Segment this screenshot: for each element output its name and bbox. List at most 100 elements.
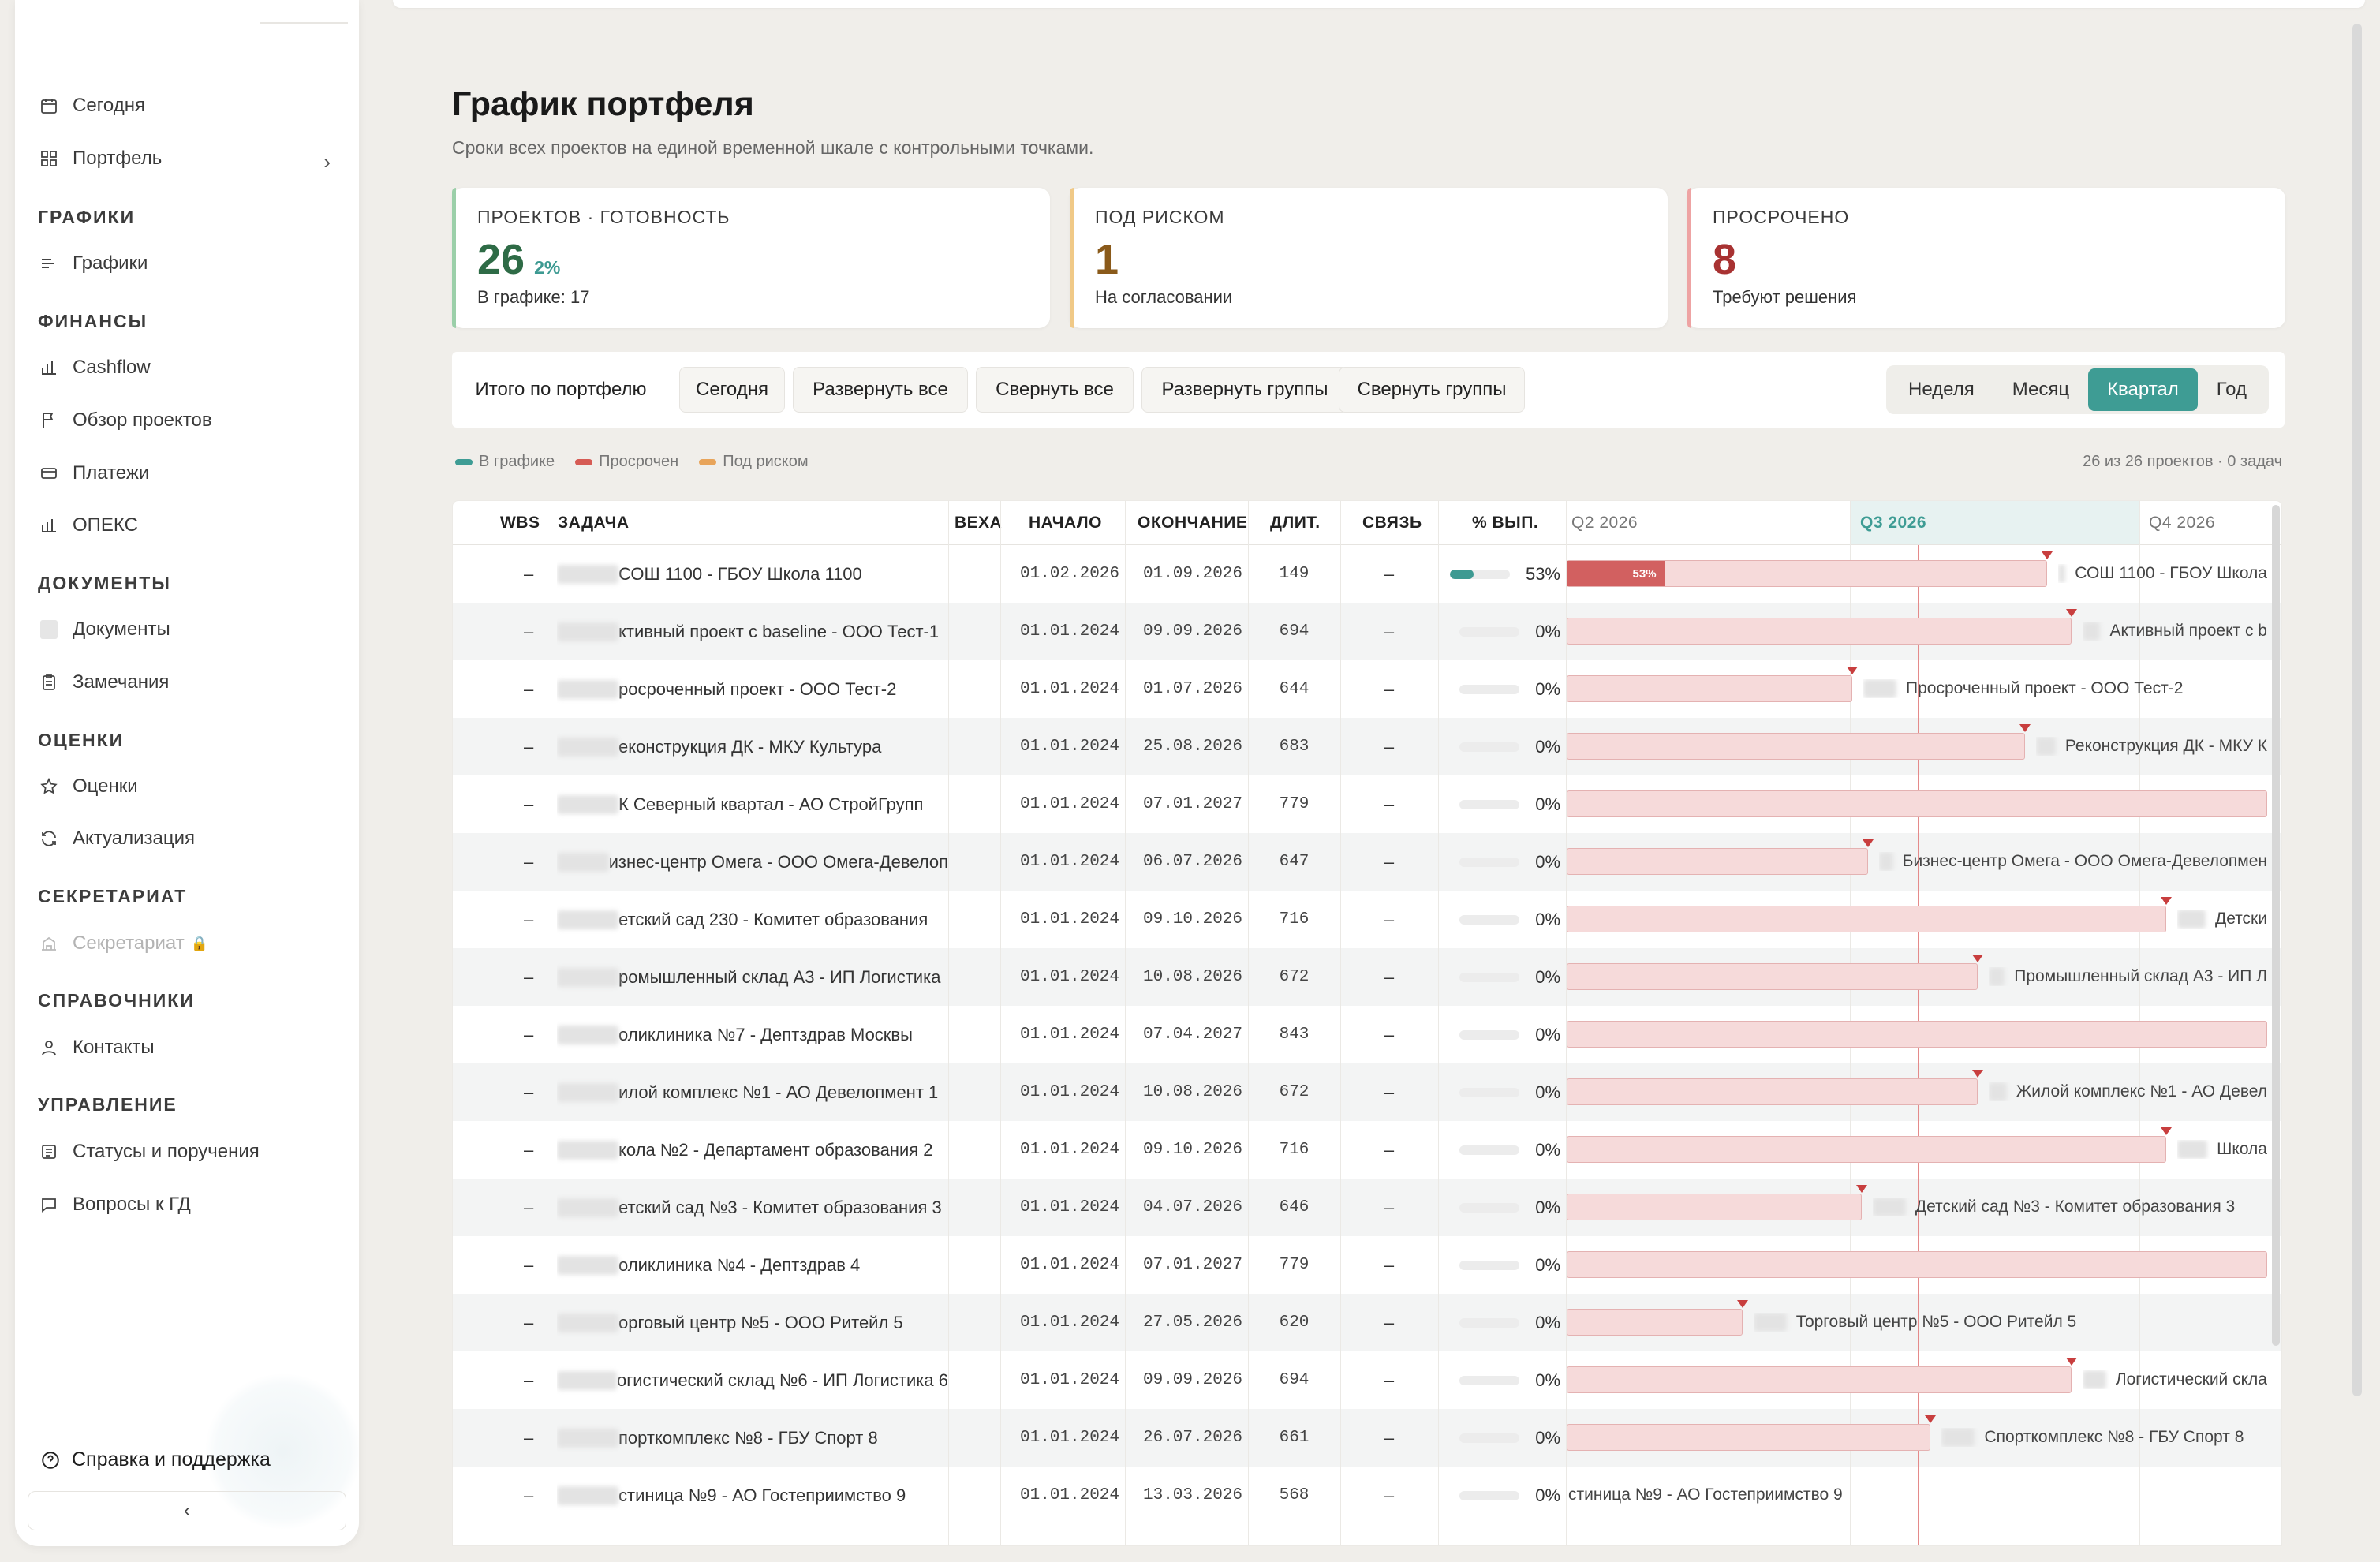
gantt-bar[interactable] <box>1567 790 2267 817</box>
header-pct[interactable]: % ВЫП. <box>1472 514 1539 532</box>
table-row[interactable]: – етский сад №3 - Комитет образования 3 01… <box>453 1179 2281 1236</box>
cell-pct: 0% <box>1447 718 1560 775</box>
task-name[interactable]: К Северный квартал - АО СтройГрупп <box>618 794 924 814</box>
sidebar-item-documents[interactable]: Документы <box>38 614 170 645</box>
header-duration[interactable]: ДЛИТ. <box>1270 514 1321 532</box>
sidebar-item-actualization[interactable]: Актуализация <box>38 823 195 854</box>
header-link[interactable]: СВЯЗЬ <box>1362 514 1422 532</box>
table-row[interactable]: – оликлиника №7 - Дептздрав Москвы 01.01.2… <box>453 1006 2281 1063</box>
sidebar-item-portfolio[interactable]: Портфель <box>38 143 162 174</box>
task-name[interactable]: илой комплекс №1 - АО Девелопмент 1 <box>618 1082 939 1102</box>
gantt-bar[interactable] <box>1567 733 2025 760</box>
table-row[interactable]: – кола №2 - Департамент образования 2 01.0… <box>453 1121 2281 1179</box>
sidebar-item-today[interactable]: Сегодня <box>38 90 145 121</box>
collapse-groups-button[interactable]: Свернуть группы <box>1339 367 1525 413</box>
expand-all-button[interactable]: Развернуть все <box>793 367 968 413</box>
table-row[interactable]: – СОШ 1100 - ГБОУ Школа 1100 01.02.2026 01.… <box>453 545 2281 603</box>
page-scrollbar[interactable] <box>2352 24 2362 1396</box>
gantt-bar[interactable] <box>1567 1194 1862 1220</box>
task-name[interactable]: ктивный проект с baseline - ООО Тест-1 <box>618 621 940 641</box>
gantt-bar[interactable]: 53% <box>1567 560 2047 587</box>
gantt-bar[interactable] <box>1567 1251 2267 1278</box>
gantt-bar[interactable] <box>1567 1309 1743 1336</box>
task-name[interactable]: кола №2 - Департамент образования 2 <box>618 1139 933 1160</box>
header-start[interactable]: НАЧАЛО <box>1029 514 1102 532</box>
cell-task: етский сад №3 - Комитет образования 3 <box>557 1179 948 1236</box>
cell-end: 09.10.2026 <box>1138 891 1248 948</box>
quarter-q2: Q2 2026 <box>1571 514 1638 532</box>
task-name[interactable]: огистический склад №6 - ИП Логистика 6 <box>617 1370 948 1390</box>
sidebar-item-remarks[interactable]: Замечания <box>38 667 169 698</box>
sidebar-item-overview[interactable]: Обзор проектов <box>38 405 212 436</box>
table-scrollbar[interactable] <box>2272 505 2280 1346</box>
expand-groups-button[interactable]: Развернуть группы <box>1141 367 1348 413</box>
gantt-bar[interactable] <box>1567 963 1978 990</box>
cell-end: 26.07.2026 <box>1138 1409 1248 1467</box>
table-row[interactable]: – К Северный квартал - АО СтройГрупп 01.01… <box>453 775 2281 833</box>
scale-quarter[interactable]: Квартал <box>2088 368 2198 411</box>
cell-link: – <box>1340 545 1438 603</box>
sidebar-item-questions[interactable]: Вопросы к ГД <box>38 1189 191 1220</box>
table-row[interactable]: – росроченный проект - ООО Тест-2 01.01.20… <box>453 660 2281 718</box>
table-row[interactable]: – етский сад 230 - Комитет образования 01.… <box>453 891 2281 948</box>
cell-start: 01.01.2024 <box>1014 1121 1125 1179</box>
task-name[interactable]: росроченный проект - ООО Тест-2 <box>618 678 897 699</box>
header-task[interactable]: ЗАДАЧА <box>558 514 630 532</box>
task-name[interactable]: изнес-центр Омега - ООО Омега-Девелоп <box>608 851 948 872</box>
gantt-bar[interactable] <box>1567 1136 2166 1163</box>
scale-month[interactable]: Месяц <box>2012 379 2070 400</box>
task-name[interactable]: оликлиника №4 - Дептздрав 4 <box>618 1254 861 1275</box>
header-end[interactable]: ОКОНЧАНИЕ <box>1138 514 1248 532</box>
task-name[interactable]: етский сад 230 - Комитет образования <box>618 909 928 929</box>
table-row[interactable]: – орговый центр №5 - ООО Ритейл 5 01.01.20… <box>453 1294 2281 1351</box>
help-link[interactable]: Справка и поддержка <box>40 1448 271 1471</box>
gantt-bar[interactable] <box>1567 1078 1978 1105</box>
redacted-code <box>1878 852 1893 871</box>
today-button[interactable]: Сегодня <box>679 367 785 413</box>
header-milestone[interactable]: ВЕХА <box>955 514 1003 532</box>
chevron-right-icon[interactable]: › <box>323 150 331 174</box>
task-name[interactable]: СОШ 1100 - ГБОУ Школа 1100 <box>618 563 862 584</box>
task-name[interactable]: етский сад №3 - Комитет образования 3 <box>618 1197 942 1217</box>
sidebar-item-ratings[interactable]: Оценки <box>38 771 138 802</box>
sidebar-item-graphs[interactable]: Графики <box>38 248 148 279</box>
gantt-bar[interactable] <box>1567 675 1852 702</box>
cell-start-text: 01.01.2024 <box>1019 968 1120 986</box>
gantt-bar[interactable] <box>1567 848 1868 875</box>
collapse-all-button[interactable]: Свернуть все <box>976 367 1134 413</box>
sidebar-item-contacts[interactable]: Контакты <box>38 1032 155 1063</box>
gantt-bar[interactable] <box>1567 1021 2267 1048</box>
gantt-bar[interactable] <box>1567 618 2072 645</box>
table-row[interactable]: – изнес-центр Омега - ООО Омега-Девелоп 01… <box>453 833 2281 891</box>
gantt-bar[interactable] <box>1567 1424 1931 1451</box>
task-name[interactable]: оликлиника №7 - Дептздрав Москвы <box>618 1024 913 1044</box>
card-accent <box>1687 188 1691 328</box>
sidebar-item-statuses[interactable]: Статусы и поручения <box>38 1136 260 1168</box>
scale-year[interactable]: Год <box>2216 379 2247 400</box>
sidebar-section-ratings: ОЦЕНКИ <box>38 730 125 750</box>
sidebar-item-payments[interactable]: Платежи <box>38 458 149 489</box>
task-name[interactable]: ромышленный склад А3 - ИП Логистика <box>618 966 941 987</box>
collapse-sidebar-button[interactable]: ‹ <box>28 1491 346 1530</box>
sidebar-item-cashflow[interactable]: Cashflow <box>38 352 151 383</box>
portfolio-total-button[interactable]: Итого по портфелю <box>475 379 647 400</box>
cell-wbs-text: – <box>524 1082 534 1102</box>
gantt-bar[interactable] <box>1567 1366 2072 1393</box>
scale-week[interactable]: Неделя <box>1908 379 1975 400</box>
table-row[interactable]: – огистический склад №6 - ИП Логистика 6 0… <box>453 1351 2281 1409</box>
cell-wbs: – <box>524 603 533 660</box>
task-name[interactable]: орговый центр №5 - ООО Ритейл 5 <box>618 1312 903 1332</box>
table-row[interactable]: – порткомплекс №8 - ГБУ Спорт 8 01.01.2024… <box>453 1409 2281 1467</box>
header-wbs[interactable]: WBS <box>500 514 540 532</box>
table-row[interactable]: – оликлиника №4 - Дептздрав 4 01.01.2024 07… <box>453 1236 2281 1294</box>
gantt-bar[interactable] <box>1567 906 2166 932</box>
sidebar-item-secretariat: Секретариат 🔒 <box>38 928 208 959</box>
cell-link-text: – <box>1384 1197 1395 1217</box>
task-name[interactable]: порткомплекс №8 - ГБУ Спорт 8 <box>618 1427 878 1448</box>
sidebar-item-opex[interactable]: ОПЕКС <box>38 510 138 541</box>
task-name[interactable]: еконструкция ДК - МКУ Культура <box>618 736 882 757</box>
gantt-label-text: СОШ 1100 - ГБОУ Школа <box>2075 564 2267 582</box>
table-row[interactable]: – стиница №9 - АО Гостеприимство 9 01.01.2… <box>453 1467 2281 1524</box>
task-name[interactable]: стиница №9 - АО Гостеприимство 9 <box>618 1485 906 1505</box>
risk-card: ПОД РИСКОМ 1 На согласовании <box>1070 188 1668 328</box>
